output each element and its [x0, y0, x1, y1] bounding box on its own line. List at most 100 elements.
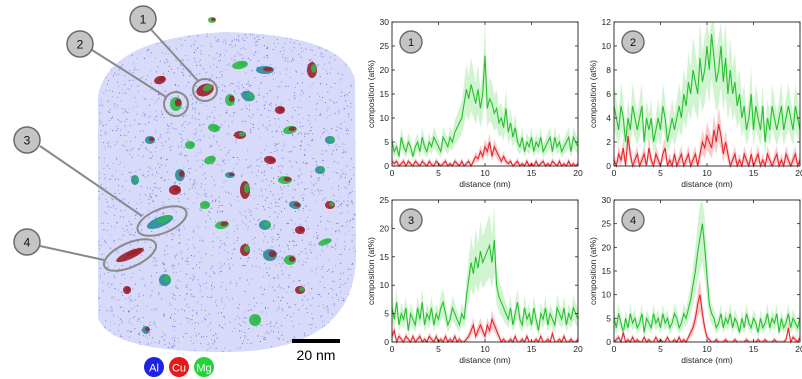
callout-3-badge	[13, 126, 41, 154]
axes-frame	[613, 199, 801, 343]
callout-3-highlight	[136, 205, 188, 237]
solute-cluster-core	[126, 248, 143, 257]
solute-cluster-core	[149, 137, 155, 142]
solute-cluster-core	[238, 61, 247, 67]
solute-cluster-core	[311, 64, 317, 73]
solute-cluster-core	[263, 221, 271, 227]
y-axis-label: composition (at%)	[588, 60, 598, 128]
axes-frame	[391, 199, 579, 343]
series-mg-line	[391, 239, 579, 331]
solute-cluster-core	[288, 256, 296, 262]
solute-cluster-core	[173, 186, 181, 192]
scale-bar	[292, 339, 340, 343]
solute-cluster-core	[299, 227, 305, 232]
panel-badge-number: 2	[630, 37, 636, 49]
series-mg-error-band	[614, 200, 800, 338]
solute-cluster-core	[268, 157, 276, 162]
solute-cluster-core	[246, 92, 255, 99]
y-tick-label: 6	[606, 89, 611, 99]
legend-mg-marker	[194, 357, 214, 377]
series-cu-line	[613, 294, 801, 344]
solute-cluster-core	[263, 67, 274, 72]
callout-1-number: 1	[140, 13, 147, 27]
callout-1-highlight	[192, 78, 218, 102]
solute-cluster-core	[319, 167, 325, 172]
x-tick-label: 20	[573, 344, 583, 354]
y-tick-label: 10	[380, 280, 390, 290]
legend-cu-marker	[169, 357, 189, 377]
panel-badge	[399, 208, 423, 232]
x-tick-label: 0	[612, 168, 617, 178]
y-tick-label: 0	[384, 161, 389, 171]
series-mg-error-band	[392, 206, 578, 337]
solute-cluster-core	[189, 142, 195, 147]
solute-clusters	[116, 17, 335, 334]
callout-4-badge	[13, 228, 41, 256]
y-tick-label: 25	[380, 41, 390, 51]
solute-cluster-core	[253, 315, 261, 323]
y-tick-label: 0	[606, 337, 611, 347]
callout-1-leader	[145, 23, 200, 83]
legend-al-label: Al	[149, 363, 159, 375]
solute-cluster-core	[179, 170, 185, 178]
x-tick-label: 15	[527, 168, 537, 178]
callout-3: 3	[13, 126, 188, 237]
x-tick-label: 5	[436, 344, 441, 354]
series-mg-line	[613, 33, 801, 143]
x-tick-label: 5	[658, 344, 663, 354]
solute-cluster-core	[323, 238, 331, 243]
callout-1: 1	[129, 5, 218, 102]
solute-cluster-core	[134, 176, 139, 182]
y-tick-label: 15	[380, 89, 390, 99]
callout-1-badge	[129, 5, 157, 33]
series-cu-line	[391, 141, 579, 168]
x-tick-label: 20	[795, 344, 802, 354]
series-mg-error-band	[392, 22, 578, 162]
x-tick-label: 20	[573, 168, 583, 178]
solute-cluster-core	[299, 287, 305, 292]
y-tick-label: 10	[380, 113, 390, 123]
legend-al-marker	[144, 357, 164, 377]
series-cu-error-band	[614, 278, 800, 342]
callout-2-highlight	[163, 91, 189, 117]
solute-cluster-core	[329, 137, 335, 142]
series-cu-line	[613, 123, 801, 168]
x-tick-label: 5	[436, 168, 441, 178]
solute-cluster-core	[204, 202, 210, 207]
y-tick-label: 30	[380, 17, 390, 27]
x-tick-label: 15	[749, 168, 759, 178]
x-tick-label: 0	[390, 344, 395, 354]
panel-badge	[399, 30, 423, 54]
callout-2-number: 2	[77, 38, 84, 52]
plot-area	[614, 22, 800, 166]
y-tick-label: 25	[380, 195, 390, 205]
y-axis-label: composition (at%)	[588, 237, 598, 305]
x-tick-label: 15	[527, 344, 537, 354]
callout-4: 4	[13, 228, 158, 272]
x-tick-label: 15	[749, 344, 759, 354]
x-tick-label: 0	[612, 344, 617, 354]
solute-cluster-core	[268, 250, 277, 258]
solute-cluster-core	[126, 287, 131, 292]
solute-cluster-core	[212, 125, 220, 130]
callout-2-leader	[91, 49, 167, 98]
x-axis-label: distance (nm)	[459, 179, 511, 189]
plot-area	[392, 22, 578, 166]
y-tick-label: 25	[602, 219, 612, 229]
x-axis-label: distance (nm)	[681, 355, 733, 365]
series-cu-line	[391, 317, 579, 344]
solute-cluster-core	[283, 177, 292, 182]
plot-area	[614, 200, 800, 342]
solute-cluster-core	[158, 76, 166, 81]
solute-cluster-core	[329, 202, 335, 207]
callout-2: 2	[66, 30, 189, 117]
callout-3-number: 3	[24, 134, 31, 148]
panel-badge	[621, 208, 645, 232]
atom-probe-reconstruction: 1 2 3 4 20 nm Al Cu	[13, 5, 356, 377]
solute-cluster-core	[244, 245, 250, 253]
y-tick-label: 12	[602, 17, 612, 27]
solute-cluster-core	[279, 107, 285, 112]
y-tick-label: 5	[606, 313, 611, 323]
x-axis-label: distance (nm)	[681, 179, 733, 189]
